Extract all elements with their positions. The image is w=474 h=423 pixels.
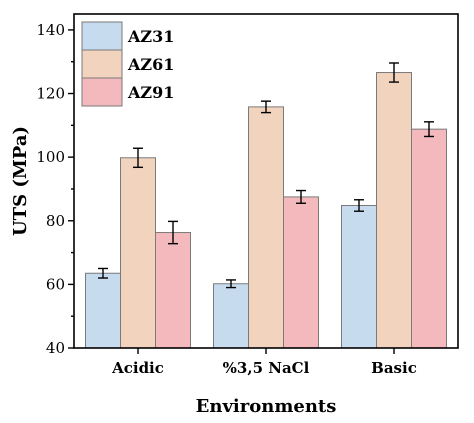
y-tick-label: 140 <box>36 21 65 39</box>
bar-az61-2 <box>248 106 284 349</box>
x-axis-title: Environments <box>196 396 337 417</box>
error-bars-layer <box>98 62 434 289</box>
x-tick-label: Basic <box>371 359 417 377</box>
bar-az91-3 <box>411 128 447 349</box>
y-tick-label: 80 <box>46 212 65 230</box>
legend-swatch-az31 <box>81 21 123 51</box>
x-tick-label: Acidic <box>111 359 164 377</box>
legend-swatch-az61 <box>81 49 123 79</box>
bar-az61-1 <box>120 157 156 349</box>
x-tick-label: %3,5 NaCl <box>223 359 310 377</box>
bar-az31-3 <box>341 204 377 349</box>
y-tick-label: 120 <box>36 85 65 103</box>
y-tick-label: 40 <box>46 339 65 357</box>
bar-az31-1 <box>85 272 121 349</box>
y-tick-label: 100 <box>36 148 65 166</box>
bar-az91-2 <box>283 196 319 349</box>
legend: AZ31 AZ61 AZ91 <box>81 21 174 107</box>
legend-label-az61: AZ61 <box>127 55 174 74</box>
bars-layer <box>85 72 447 349</box>
plot-frame <box>73 13 459 349</box>
axes-layer: Acidic %3,5 NaCl Basic 40 60 80 100 120 140 <box>36 13 459 377</box>
bar-az61-3 <box>376 72 412 349</box>
y-tick-label: 60 <box>46 275 65 293</box>
legend-swatch-az91 <box>81 77 123 107</box>
bar-az91-1 <box>155 232 191 349</box>
legend-label-az91: AZ91 <box>127 83 174 102</box>
y-axis-title: UTS (MPa) <box>10 126 31 236</box>
bar-az31-2 <box>213 283 249 349</box>
legend-label-az31: AZ31 <box>127 27 174 46</box>
